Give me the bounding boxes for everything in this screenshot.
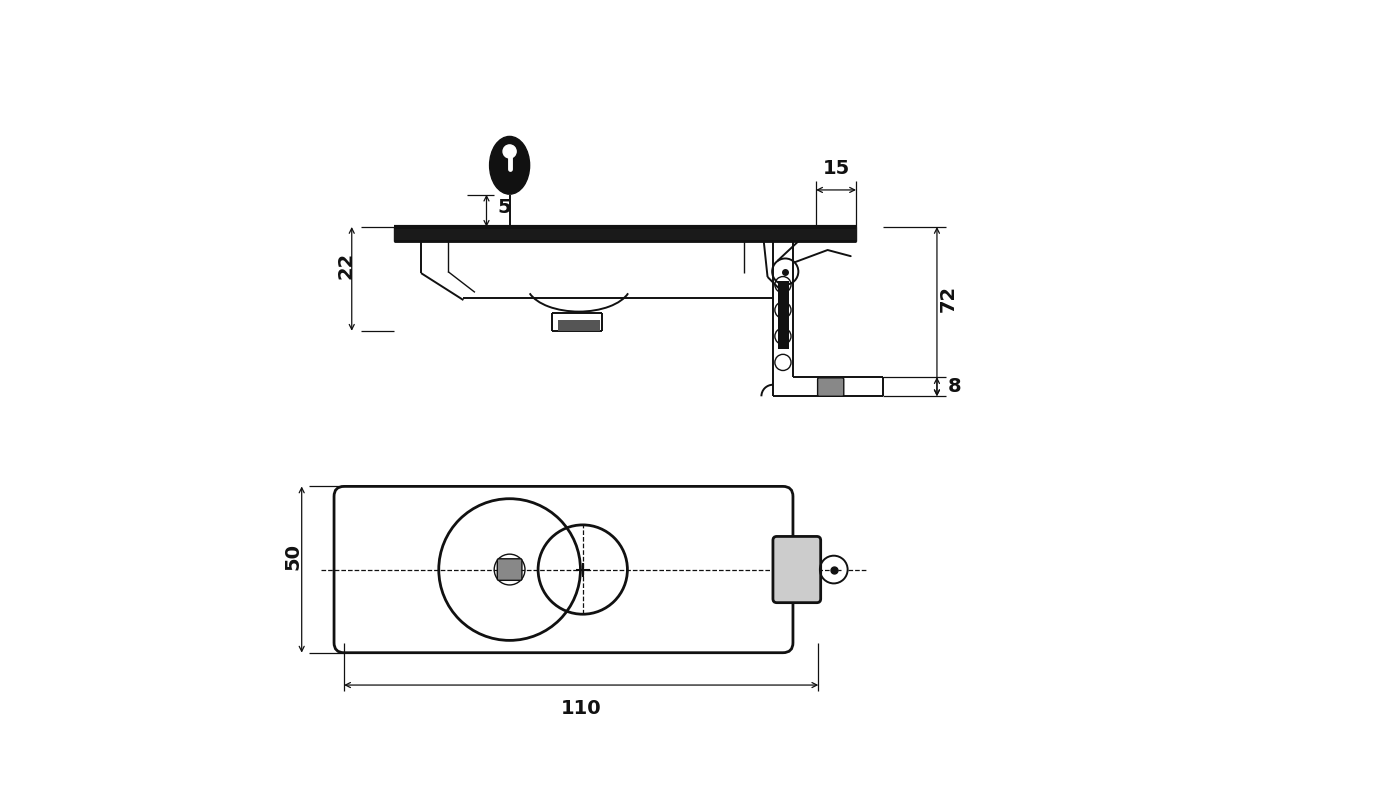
FancyBboxPatch shape <box>335 486 792 653</box>
Text: 22: 22 <box>336 252 356 279</box>
FancyBboxPatch shape <box>818 378 844 396</box>
Circle shape <box>503 145 517 158</box>
Bar <box>395 227 857 241</box>
Text: 50: 50 <box>283 542 302 570</box>
FancyBboxPatch shape <box>497 558 522 580</box>
Text: 5: 5 <box>497 198 511 217</box>
Text: 15: 15 <box>822 159 850 178</box>
Text: 72: 72 <box>939 285 958 312</box>
Ellipse shape <box>490 137 529 194</box>
Bar <box>778 281 790 349</box>
Ellipse shape <box>438 498 581 640</box>
Bar <box>559 320 601 331</box>
Text: 110: 110 <box>561 699 602 718</box>
FancyBboxPatch shape <box>773 537 820 602</box>
Text: 8: 8 <box>948 377 962 396</box>
